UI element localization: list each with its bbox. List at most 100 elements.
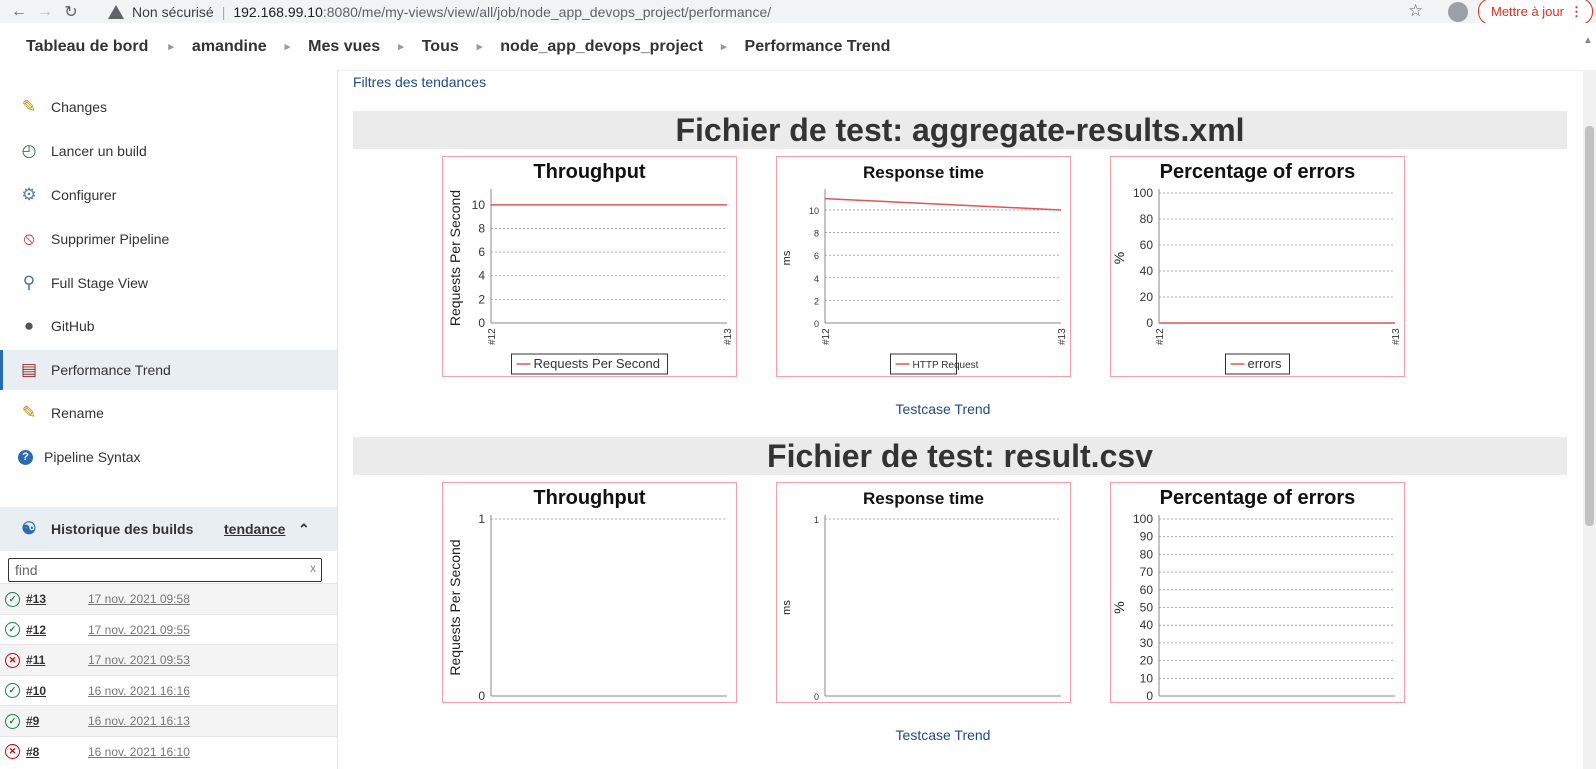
breadcrumb-separator-icon: ▸ [284, 41, 291, 53]
y-tick-label: 10 [1140, 671, 1154, 685]
x-tick-label: #12 [487, 328, 498, 345]
sidebar-item-full-stage-view[interactable]: ⚲ Full Stage View [0, 263, 337, 303]
reload-icon[interactable]: ↻ [64, 3, 78, 21]
y-tick-label: 10 [472, 198, 486, 212]
security-label: Non sécurisé [132, 3, 214, 20]
build-number-link[interactable]: #13 [26, 592, 47, 606]
chart-svg: Response time ms 0 1 [781, 489, 1061, 702]
build-number-link[interactable]: #12 [26, 622, 47, 637]
success-icon: ✓ [5, 683, 20, 698]
build-row[interactable]: ✓ #9 16 nov. 2021 16:13 [0, 705, 337, 736]
breadcrumb-item[interactable]: Tableau de bord [26, 37, 149, 55]
success-icon: ✓ [5, 622, 20, 637]
y-tick-label: 0 [1146, 316, 1153, 330]
build-clock-icon: ◴ [21, 141, 37, 160]
back-icon[interactable]: ← [11, 2, 27, 20]
y-tick-label: 0 [478, 316, 485, 330]
sidebar-item-configurer[interactable]: ⚙ Configurer [0, 175, 337, 215]
scroll-up-icon[interactable]: ▲ [1583, 35, 1593, 46]
sidebar-item-github[interactable]: ● GitHub [0, 306, 337, 346]
sidebar-item-pipeline-syntax[interactable]: ? Pipeline Syntax [0, 437, 337, 477]
update-label: Mettre à jour [1491, 4, 1564, 19]
sidebar-item-rename[interactable]: ✎ Rename [0, 393, 337, 433]
breadcrumb-separator-icon: ▸ [398, 41, 404, 53]
build-number-link[interactable]: #8 [26, 744, 40, 759]
sidebar-item-changes[interactable]: ✎ Changes [0, 87, 337, 127]
browser-toolbar: ← → ↻ Non sécurisé | 192.168.99.10:8080/… [0, 0, 1596, 25]
y-axis-label: ms [781, 600, 793, 615]
y-axis-label: % [1111, 601, 1127, 613]
notepad-icon: ✎ [21, 97, 37, 116]
address-separator: | [221, 3, 226, 20]
build-history-title: Historique des builds [51, 521, 194, 537]
y-tick-label: 1 [814, 515, 819, 525]
build-date-link[interactable]: 16 nov. 2021 16:13 [88, 714, 190, 728]
sidebar-item-lancer-un-build[interactable]: ◴ Lancer un build [0, 131, 337, 171]
trend-filters-link[interactable]: Filtres des tendances [353, 74, 487, 90]
warning-icon [108, 4, 124, 19]
y-tick-label: 60 [1140, 238, 1154, 252]
breadcrumb-item[interactable]: Performance Trend [744, 37, 891, 55]
breadcrumb-item[interactable]: amandine [191, 37, 267, 55]
y-tick-label: 1 [478, 512, 485, 526]
page-scrollbar[interactable] [1583, 70, 1596, 769]
chart-svg: Throughput Requests Per Second 0 1 [447, 487, 727, 702]
breadcrumb-item[interactable]: Mes vues [308, 37, 381, 55]
build-date-link[interactable]: 17 nov. 2021 09:58 [88, 592, 190, 606]
y-tick-label: 40 [1140, 264, 1154, 278]
profile-avatar[interactable] [1448, 2, 1468, 22]
build-date-link[interactable]: 16 nov. 2021 16:10 [88, 744, 190, 759]
build-number-link[interactable]: #11 [26, 653, 46, 667]
update-button[interactable]: Mettre à jour ⋮ [1478, 0, 1593, 25]
sidebar-item-performance-trend[interactable]: ▤ Performance Trend [0, 350, 337, 390]
y-tick-label: 6 [478, 245, 485, 259]
build-row[interactable]: ✓ #10 16 nov. 2021 16:16 [0, 674, 337, 706]
scrollbar-thumb[interactable] [1585, 126, 1594, 526]
y-tick-label: 100 [1133, 512, 1153, 526]
failed-icon: ✕ [5, 744, 20, 759]
breadcrumb-item[interactable]: node_app_devops_project [500, 37, 703, 55]
report-icon: ▤ [20, 360, 38, 379]
build-find-input[interactable]: find x [8, 558, 322, 582]
testcase-trend-link[interactable]: Testcase Trend [895, 401, 991, 417]
collapse-caret-icon[interactable]: ⌃ [298, 520, 310, 537]
legend-label: Requests Per Second [534, 356, 660, 371]
forward-icon[interactable]: → [37, 2, 53, 20]
bookmark-star-icon[interactable]: ☆ [1408, 1, 1424, 20]
y-tick-label: 80 [1140, 547, 1154, 561]
y-axis-label: Requests Per Second [447, 190, 463, 326]
breadcrumb: Tableau de bord ▸ amandine ▸ Mes vues ▸ Tous ▸ n… [0, 23, 1596, 71]
build-date-link[interactable]: 17 nov. 2021 09:53 [88, 653, 190, 667]
y-tick-label: 6 [814, 251, 819, 261]
build-date-link[interactable]: 17 nov. 2021 09:55 [88, 622, 190, 637]
sidebar-item-label: Configurer [51, 187, 117, 203]
breadcrumb-item[interactable]: Tous [421, 37, 459, 55]
build-row[interactable]: ✕ #8 16 nov. 2021 16:10 [0, 735, 337, 767]
x-tick-label: #12 [1155, 328, 1166, 345]
sidebar-item-supprimer-pipeline[interactable]: ⦸ Supprimer Pipeline [0, 219, 337, 259]
chart-panel: Response time ms 0 2 4 6 8 10 #12 #13 HTTP Request [776, 156, 1071, 377]
testcase-trend-link[interactable]: Testcase Trend [895, 727, 991, 743]
sidebar: ☯ Historique des builds tendance ⌃ find … [0, 70, 338, 769]
kebab-menu-icon[interactable]: ⋮ [1569, 4, 1583, 19]
y-tick-label: 8 [478, 221, 485, 235]
build-row[interactable]: ✕ #11 17 nov. 2021 09:53 [0, 644, 337, 675]
chart-panel: Percentage of errors% 0 20 40 60 80 100 #12 #13 e… [1110, 156, 1405, 377]
url-path: :8080/me/my-views/view/all/job/node_app_… [322, 3, 772, 20]
build-number-link[interactable]: #9 [26, 714, 40, 728]
sidebar-item-label: Supprimer Pipeline [51, 231, 170, 247]
build-row[interactable]: ✓ #12 17 nov. 2021 09:55 [0, 613, 337, 645]
build-number-link[interactable]: #10 [26, 683, 47, 698]
test-file-title: Fichier de test: result.csv [353, 437, 1567, 475]
chart-svg: Throughput Requests Per Second 0 2 4 6 8 10 #12 #… [447, 161, 734, 375]
y-tick-label: 90 [1140, 530, 1154, 544]
clear-icon[interactable]: x [310, 561, 316, 575]
test-file-title: Fichier de test: aggregate-results.xml [353, 111, 1567, 149]
y-axis-label: ms [781, 250, 793, 265]
build-row[interactable]: ✓ #13 17 nov. 2021 09:58 [0, 583, 337, 614]
trend-link[interactable]: tendance [224, 521, 286, 537]
address-bar[interactable]: Non sécurisé | 192.168.99.10:8080/me/my-… [108, 0, 771, 23]
legend-box [1225, 353, 1290, 375]
build-date-link[interactable]: 16 nov. 2021 16:16 [88, 683, 190, 698]
chart-svg: Percentage of errors% 0 10 20 30 40 50 60 70 80 90… [1111, 487, 1395, 702]
